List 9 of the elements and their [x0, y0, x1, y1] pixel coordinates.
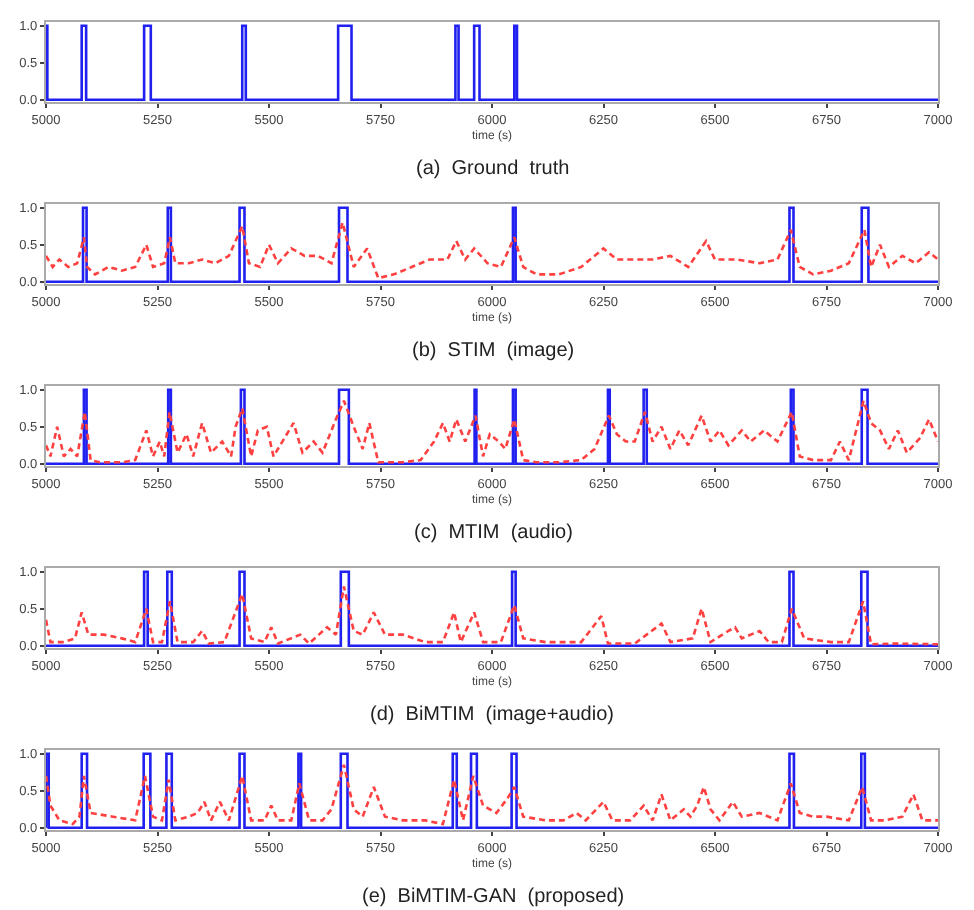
line-series [46, 763, 938, 826]
text: (d) BiMTIM (image+audio) [370, 704, 614, 726]
text: (e) BiMTIM-GAN (proposed) [362, 886, 625, 908]
line-series [46, 585, 938, 646]
text: (b) STIM (image) [412, 340, 575, 362]
text: (a) Ground truth [416, 158, 570, 180]
line-series [46, 221, 938, 280]
line-series [46, 399, 938, 464]
text: (c) MTIM (audio) [414, 522, 573, 544]
